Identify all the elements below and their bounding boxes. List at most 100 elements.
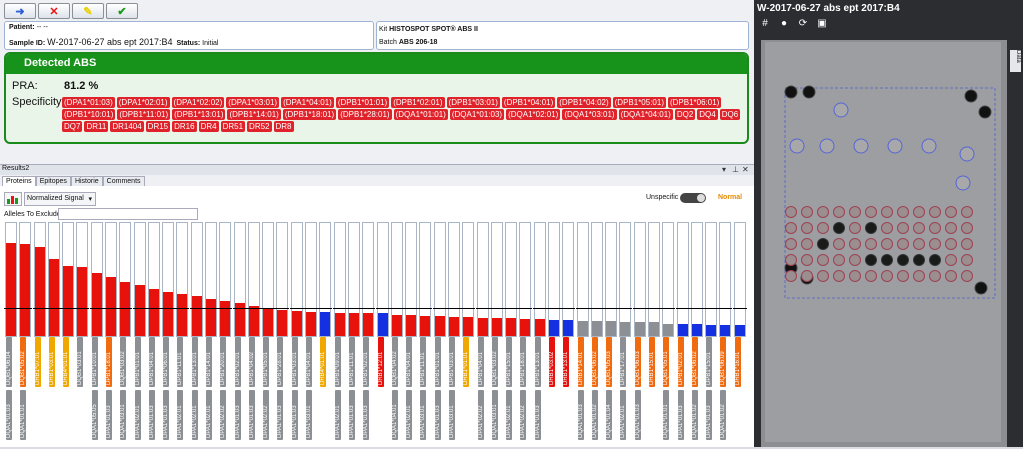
bar-column[interactable] <box>634 222 646 337</box>
bar-column[interactable] <box>419 222 431 337</box>
bar-column[interactable] <box>662 222 674 337</box>
bar-column[interactable] <box>691 222 703 337</box>
membrane-spot <box>961 222 973 234</box>
bar <box>135 285 145 336</box>
bar-column[interactable] <box>677 222 689 337</box>
signal-select[interactable]: Normalized Signal ▾ <box>24 192 96 206</box>
bar-column[interactable] <box>477 222 489 337</box>
bar-column[interactable] <box>405 222 417 337</box>
tab-comments[interactable]: Comments <box>102 176 145 186</box>
allele-label: DQB1*06:02 <box>592 337 598 387</box>
bar-column[interactable] <box>91 222 103 337</box>
bar-column[interactable] <box>5 222 17 337</box>
bar-column[interactable] <box>548 222 560 337</box>
bar-column[interactable] <box>105 222 117 337</box>
unspecific-toggle[interactable] <box>680 193 706 203</box>
allele-label: DQB1*04:02 <box>392 337 398 387</box>
bar-column[interactable] <box>605 222 617 337</box>
close-icon: ✕ <box>49 5 59 18</box>
bar-column[interactable] <box>448 222 460 337</box>
bar-column[interactable] <box>148 222 160 337</box>
bar-chart-icon[interactable] <box>4 192 22 206</box>
bar-column[interactable] <box>719 222 731 337</box>
bar-column[interactable] <box>291 222 303 337</box>
image-pane: W-2017-06-27 abs ept 2017:B4 # ● ⟳ ▣ Data <box>754 0 1023 447</box>
allele-label: DPB1*04:01 <box>306 337 312 387</box>
refresh-icon[interactable]: ⟳ <box>798 17 808 29</box>
cancel-button[interactable]: ✕ <box>38 3 70 19</box>
bar-column[interactable] <box>248 222 260 337</box>
bar-column[interactable] <box>434 222 446 337</box>
bar-column[interactable] <box>19 222 31 337</box>
exclude-input[interactable] <box>58 208 198 220</box>
data-side-tab[interactable]: Data <box>1010 50 1021 72</box>
bar-column[interactable] <box>377 222 389 337</box>
threshold-tick <box>504 308 518 309</box>
edit-button[interactable]: ✎ <box>72 3 104 19</box>
bar-column[interactable] <box>234 222 246 337</box>
threshold-tick <box>304 308 318 309</box>
specificity-chip: (DPB1*02:01) <box>391 97 445 108</box>
image-toolbar: # ● ⟳ ▣ <box>758 17 829 29</box>
bar <box>649 322 659 336</box>
contrast-icon[interactable]: ● <box>780 17 788 29</box>
membrane-spot <box>801 222 813 234</box>
bar-column[interactable] <box>562 222 574 337</box>
allele-label: DPB1*13:01 <box>192 337 198 387</box>
image-view-icon[interactable]: ▣ <box>817 17 827 29</box>
membrane-spot <box>801 270 813 282</box>
dropdown-icon[interactable]: ▾ <box>722 165 727 174</box>
bar-column[interactable] <box>162 222 174 337</box>
bar <box>277 310 287 336</box>
pin-icon[interactable]: ⊥ <box>732 165 739 174</box>
threshold-tick <box>275 308 289 309</box>
threshold-tick <box>33 308 47 309</box>
bar-column[interactable] <box>348 222 360 337</box>
bar-column[interactable] <box>577 222 589 337</box>
bar-column[interactable] <box>391 222 403 337</box>
tab-proteins[interactable]: Proteins <box>2 176 36 186</box>
bar-column[interactable] <box>76 222 88 337</box>
allele-label: DPB1*17:01 <box>620 337 626 387</box>
membrane-spot <box>849 206 861 218</box>
bar-column[interactable] <box>734 222 746 337</box>
bar-column[interactable] <box>219 222 231 337</box>
tab-historie[interactable]: Historie <box>70 176 103 186</box>
bar-column[interactable] <box>119 222 131 337</box>
bar-column[interactable] <box>134 222 146 337</box>
allele-label-secondary: DPA1*01:03 <box>106 390 112 440</box>
bar-column[interactable] <box>591 222 603 337</box>
bar-column[interactable] <box>619 222 631 337</box>
allele-label: DPB1*04:02 <box>249 337 255 387</box>
bar-column[interactable] <box>534 222 546 337</box>
bar-column[interactable] <box>276 222 288 337</box>
bar-column[interactable] <box>62 222 74 337</box>
patient-info-panel: Patient: -- -- Sample ID: W-2017-06-27 a… <box>4 21 374 50</box>
allele-label-secondary: DPA1*02:01 <box>206 390 212 440</box>
specificity-chip: (DPB1*11:01) <box>117 109 171 120</box>
bar-column[interactable] <box>648 222 660 337</box>
membrane-spot <box>913 222 925 234</box>
bar-column[interactable] <box>519 222 531 337</box>
bar-column[interactable] <box>262 222 274 337</box>
bar-column[interactable] <box>34 222 46 337</box>
back-button[interactable]: ➜ <box>4 3 36 19</box>
bar-column[interactable] <box>362 222 374 337</box>
bar-column[interactable] <box>48 222 60 337</box>
confirm-button[interactable]: ✔ <box>106 3 138 19</box>
grid-icon[interactable]: # <box>762 17 768 29</box>
bar-column[interactable] <box>305 222 317 337</box>
close-icon[interactable]: ✕ <box>742 165 749 174</box>
bar-column[interactable] <box>491 222 503 337</box>
bar-column[interactable] <box>191 222 203 337</box>
bar-column[interactable] <box>176 222 188 337</box>
bar-column[interactable] <box>705 222 717 337</box>
bar-column[interactable] <box>334 222 346 337</box>
tab-epitopes[interactable]: Epitopes <box>35 176 71 186</box>
membrane-spot <box>929 206 941 218</box>
bar-column[interactable] <box>505 222 517 337</box>
threshold-tick <box>590 308 604 309</box>
bar-column[interactable] <box>319 222 331 337</box>
bar-column[interactable] <box>205 222 217 337</box>
bar-column[interactable] <box>462 222 474 337</box>
